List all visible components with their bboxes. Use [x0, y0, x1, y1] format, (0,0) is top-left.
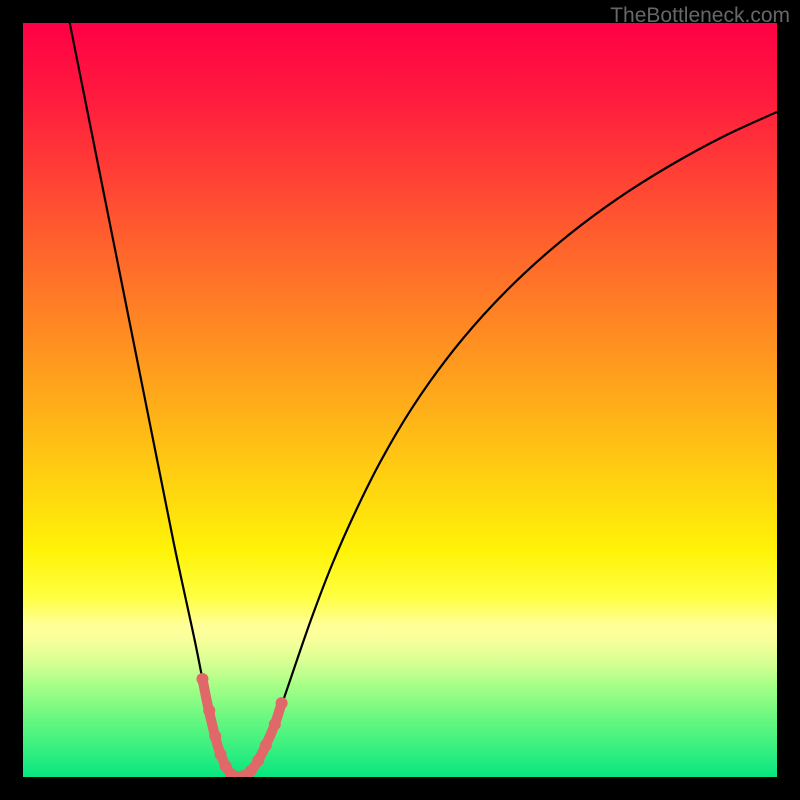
bottleneck-chart	[23, 23, 777, 777]
valley-marker	[245, 765, 257, 777]
valley-marker	[276, 697, 288, 709]
chart-container	[23, 23, 777, 777]
watermark-text: TheBottleneck.com	[610, 4, 790, 28]
valley-marker	[215, 748, 227, 760]
valley-marker	[209, 730, 221, 742]
valley-marker	[269, 718, 281, 730]
valley-marker	[203, 705, 215, 717]
valley-marker	[252, 754, 264, 766]
valley-marker	[260, 739, 272, 751]
chart-background	[23, 23, 777, 777]
valley-marker	[196, 673, 208, 685]
